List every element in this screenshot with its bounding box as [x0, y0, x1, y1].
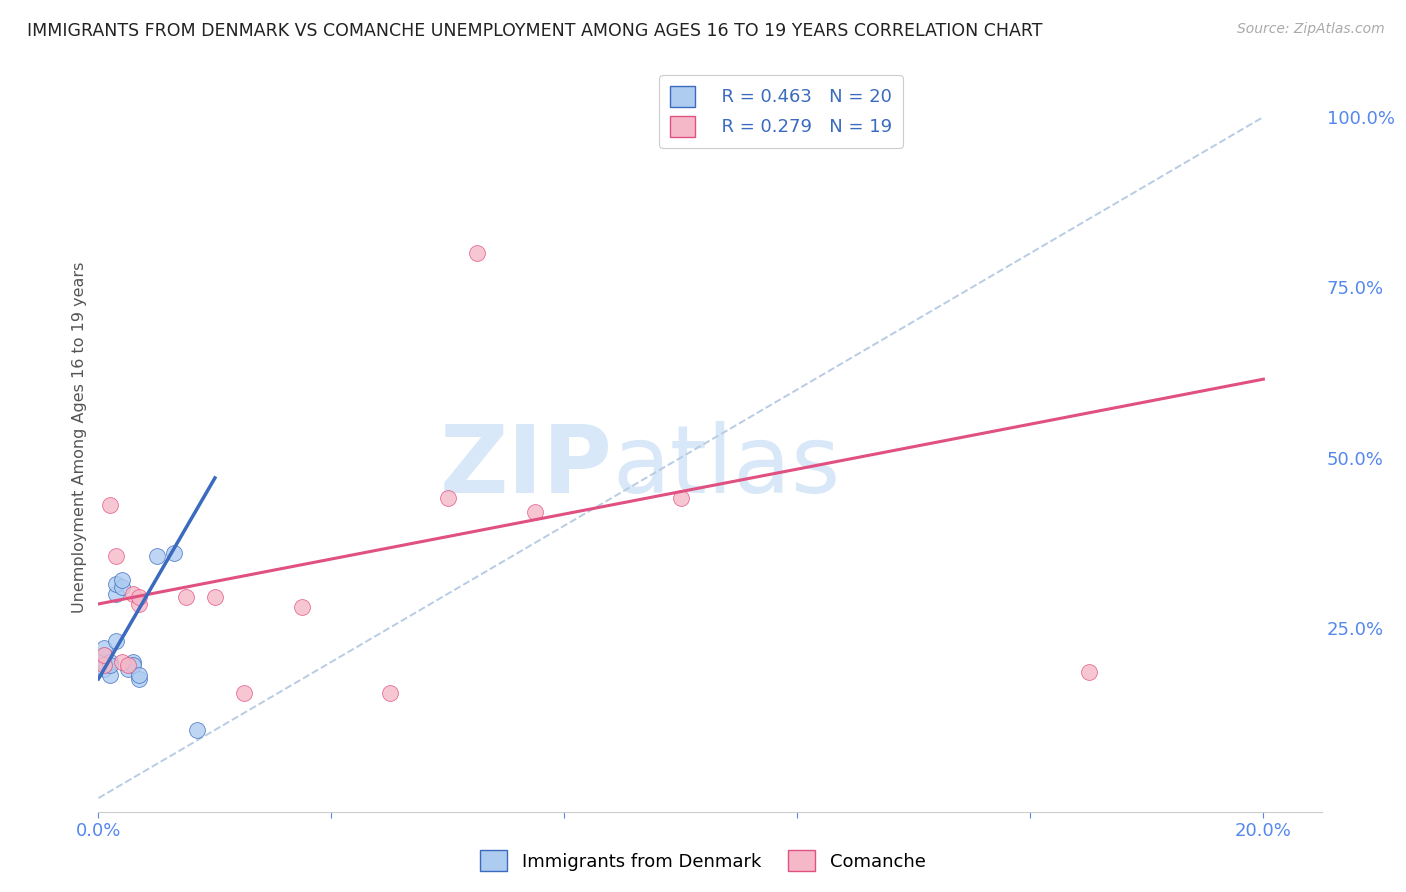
Point [128, 668, 150, 682]
Point [98, 498, 121, 512]
Point [128, 672, 150, 686]
Legend: Immigrants from Denmark, Comanche: Immigrants from Denmark, Comanche [472, 843, 934, 879]
Point [117, 658, 139, 673]
Point [233, 685, 256, 699]
Text: atlas: atlas [612, 421, 841, 513]
Point [117, 662, 139, 676]
Point [93, 648, 115, 662]
Point [1077, 665, 1099, 679]
Legend:   R = 0.463   N = 20,   R = 0.279   N = 19: R = 0.463 N = 20, R = 0.279 N = 19 [659, 75, 903, 147]
Point [104, 576, 127, 591]
Point [104, 634, 127, 648]
Y-axis label: Unemployment Among Ages 16 to 19 years: Unemployment Among Ages 16 to 19 years [72, 261, 87, 613]
Point [465, 246, 488, 260]
Point [93, 641, 115, 656]
Point [111, 655, 134, 669]
Point [163, 546, 186, 560]
Point [128, 597, 150, 611]
Text: Source: ZipAtlas.com: Source: ZipAtlas.com [1237, 22, 1385, 37]
Point [174, 590, 197, 604]
Point [93, 648, 115, 662]
Point [104, 549, 127, 564]
Text: IMMIGRANTS FROM DENMARK VS COMANCHE UNEMPLOYMENT AMONG AGES 16 TO 19 YEARS CORRE: IMMIGRANTS FROM DENMARK VS COMANCHE UNEM… [27, 22, 1042, 40]
Point [122, 587, 145, 601]
Point [437, 491, 460, 506]
Point [145, 549, 167, 564]
Point [93, 655, 115, 669]
Point [93, 662, 115, 676]
Point [128, 590, 150, 604]
Point [111, 580, 134, 594]
Point [204, 590, 226, 604]
Point [291, 600, 314, 615]
Point [524, 505, 547, 519]
Point [378, 685, 401, 699]
Point [122, 658, 145, 673]
Point [186, 723, 208, 737]
Point [98, 658, 121, 673]
Point [111, 573, 134, 587]
Point [104, 587, 127, 601]
Point [93, 658, 115, 673]
Point [122, 655, 145, 669]
Point [669, 491, 692, 506]
Text: ZIP: ZIP [439, 421, 612, 513]
Point [98, 668, 121, 682]
Point [98, 655, 121, 669]
